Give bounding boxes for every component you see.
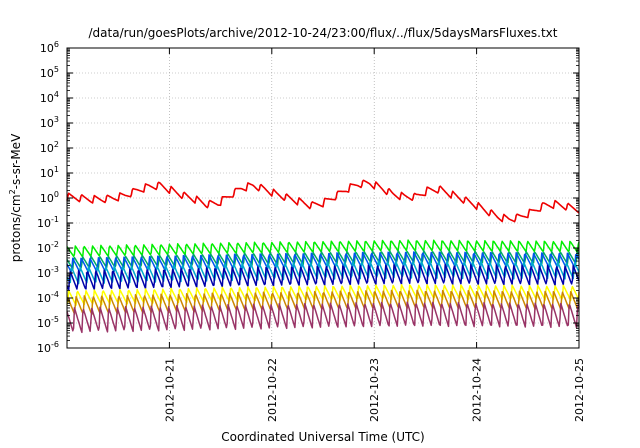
x-tick-label: 2012-10-21	[163, 358, 176, 422]
series-line	[66, 251, 580, 274]
x-tick-label: 2012-10-25	[573, 358, 586, 422]
series-line	[66, 301, 580, 334]
y-tick-label: 10-4	[37, 290, 59, 305]
x-axis-label: Coordinated Universal Time (UTC)	[221, 430, 424, 444]
series-line	[66, 289, 580, 316]
series-line	[66, 239, 580, 258]
y-tick-label: 10-2	[37, 240, 59, 255]
x-tick-label: 2012-10-22	[266, 358, 279, 422]
y-tick-label: 105	[40, 65, 59, 80]
y-axis-label: protons/cm2-s-sr-MeV	[8, 133, 23, 262]
y-tick-label: 101	[40, 165, 59, 180]
y-axis-label-suffix: -s-sr-MeV	[9, 133, 23, 189]
y-tick-label: 104	[40, 90, 59, 105]
y-tick-label: 102	[40, 140, 59, 155]
x-axis-ticks: 2012-10-21 2012-10-22 2012-10-23 2012-10-24…	[163, 48, 586, 422]
y-tick-label: 10-6	[37, 340, 59, 355]
series-line	[66, 263, 580, 291]
y-tick-label: 100	[40, 190, 59, 205]
y-axis-ticks: 10-6 10-5 10-4 10-3 10-2 10-1 100 101 102 103 104 1…	[37, 40, 579, 355]
y-tick-label: 106	[40, 40, 59, 55]
series-layer	[66, 179, 580, 334]
series-line	[66, 259, 580, 285]
x-tick-label: 2012-10-24	[471, 358, 484, 422]
y-tick-label: 103	[40, 115, 59, 130]
chart-title: /data/run/goesPlots/archive/2012-10-24/2…	[89, 26, 558, 40]
y-tick-label: 10-1	[37, 215, 59, 230]
series-line	[66, 179, 580, 223]
y-axis-label-sup: 2	[8, 189, 17, 194]
y-tick-label: 10-3	[37, 265, 59, 280]
y-tick-label: 10-5	[37, 315, 59, 330]
y-axis-label-prefix: protons/cm	[9, 194, 23, 262]
series-line	[66, 250, 580, 270]
x-tick-label: 2012-10-23	[368, 358, 381, 422]
